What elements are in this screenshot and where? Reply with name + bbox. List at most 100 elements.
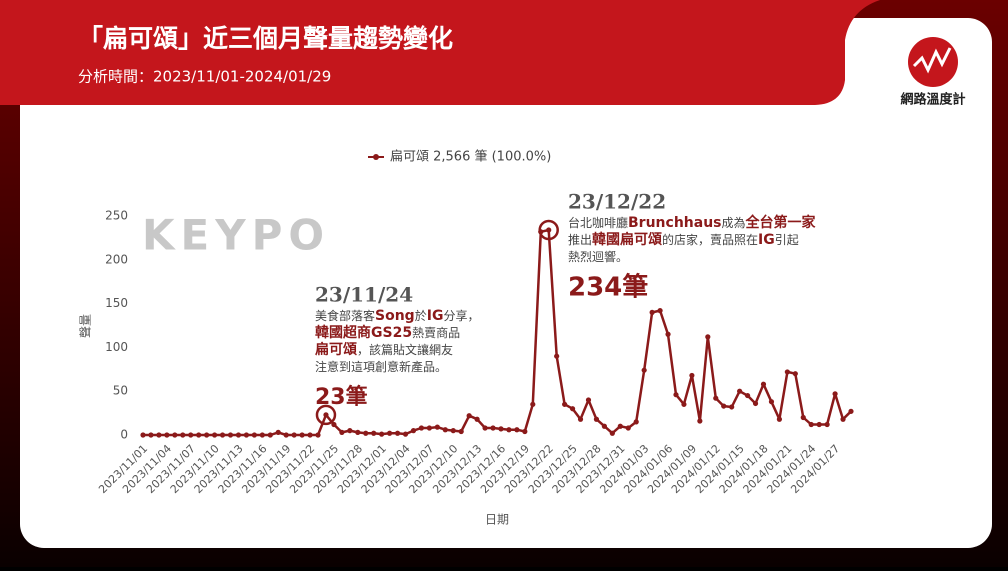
point: [792, 371, 798, 377]
point: [617, 423, 623, 429]
point: [514, 427, 520, 433]
title: 「扁可頌」近三個月聲量趨勢變化: [78, 24, 453, 53]
point: [506, 427, 512, 433]
point: [744, 392, 751, 399]
annotation-circle: [538, 219, 559, 241]
point: [442, 427, 448, 433]
point: [673, 392, 679, 398]
annotation-label: 234筆: [568, 273, 648, 303]
point: [824, 421, 830, 428]
annotation-segment: 分享，: [443, 308, 479, 323]
annotation-segment: 注意到這項創意新產品。: [315, 359, 447, 374]
point: [450, 428, 456, 434]
point: [363, 430, 369, 436]
point: [211, 432, 218, 438]
point: [546, 227, 552, 233]
annotation-segment: 台北咖啡廳: [568, 215, 628, 230]
y-tick-label: 50: [113, 384, 128, 398]
point: [371, 430, 377, 436]
point: [402, 431, 409, 437]
y-tick-label: 0: [120, 428, 128, 442]
point: [204, 432, 210, 438]
point: [657, 308, 663, 314]
point: [498, 426, 504, 432]
point: [219, 432, 226, 438]
point: [394, 430, 401, 436]
point: [466, 413, 472, 419]
point: [490, 425, 496, 431]
point: [848, 408, 854, 414]
point: [156, 432, 162, 438]
point: [482, 425, 488, 431]
point: [705, 334, 711, 340]
point: [267, 432, 273, 438]
point: [188, 432, 194, 438]
point: [601, 423, 607, 429]
annotation-segment: 的店家，賣品照在: [662, 232, 758, 247]
point: [387, 430, 393, 436]
point: [227, 432, 234, 438]
logo-mark: [912, 47, 952, 74]
annotation-segment: Brunchhaus: [628, 215, 722, 231]
point: [530, 401, 536, 407]
point: [434, 424, 440, 430]
annotation-line: 注意到這項創意新產品。: [315, 359, 447, 374]
point: [251, 432, 257, 438]
annotation-circle: [315, 404, 337, 426]
point: [259, 432, 265, 438]
y-tick-label: 100: [105, 340, 128, 354]
annotation-segment: 於: [415, 308, 427, 323]
annotation-segment: 熱賣商品: [412, 325, 460, 340]
y-axis-label: 聲量: [78, 314, 93, 338]
point: [713, 395, 719, 401]
point: [641, 367, 647, 373]
point: [291, 432, 297, 438]
y-tick-label: 250: [105, 209, 128, 223]
annotation-segment: 引起: [775, 233, 799, 247]
point: [840, 416, 846, 422]
x-axis-label: 日期: [485, 513, 509, 527]
legend-label: 扁可頌 2,566 筆 (100.0%): [390, 150, 551, 165]
point: [649, 309, 655, 315]
point: [752, 400, 759, 407]
annotation-date: 23/11/24: [315, 283, 413, 307]
annotation-line: 韓國超商GS25熱賣商品: [315, 324, 460, 341]
annotation-segment: ，該篇貼文讓網友: [357, 342, 453, 357]
annotation-date: 23/12/22: [568, 190, 666, 214]
annotation-segment: IG: [758, 232, 775, 248]
point: [593, 416, 600, 422]
point: [808, 421, 814, 428]
point: [355, 429, 361, 435]
watermark: KEYPO: [142, 211, 330, 260]
annotation-line: 扁可頌，該篇貼文讓網友: [315, 341, 453, 358]
point: [768, 399, 775, 405]
annotation-segment: Song: [375, 308, 415, 324]
point: [522, 428, 528, 435]
point: [585, 397, 592, 403]
point: [609, 430, 615, 436]
point: [180, 432, 186, 438]
y-tick-label: 200: [105, 252, 128, 266]
annotation-segment: 韓國扁可頌: [592, 231, 662, 248]
point: [816, 421, 822, 428]
point: [275, 429, 281, 435]
point: [760, 381, 767, 387]
point: [458, 428, 464, 435]
annotation-segment: 熱烈迴響。: [568, 249, 628, 264]
point: [776, 416, 783, 422]
point: [172, 432, 178, 438]
brand: 網路溫度計: [900, 92, 965, 108]
point: [315, 432, 321, 438]
annotation-segment: 成為: [722, 216, 746, 230]
point: [235, 432, 242, 438]
annotation-segment: 推出: [568, 233, 592, 247]
point: [474, 416, 480, 422]
point: [426, 425, 432, 431]
point: [625, 425, 631, 431]
point: [554, 353, 560, 359]
point: [721, 403, 727, 409]
annotation-line: 熱烈迴響。: [568, 249, 628, 264]
card: [20, 18, 992, 548]
annotation-line: 推出韓國扁可頌的店家，賣品照在IG引起: [568, 231, 799, 248]
